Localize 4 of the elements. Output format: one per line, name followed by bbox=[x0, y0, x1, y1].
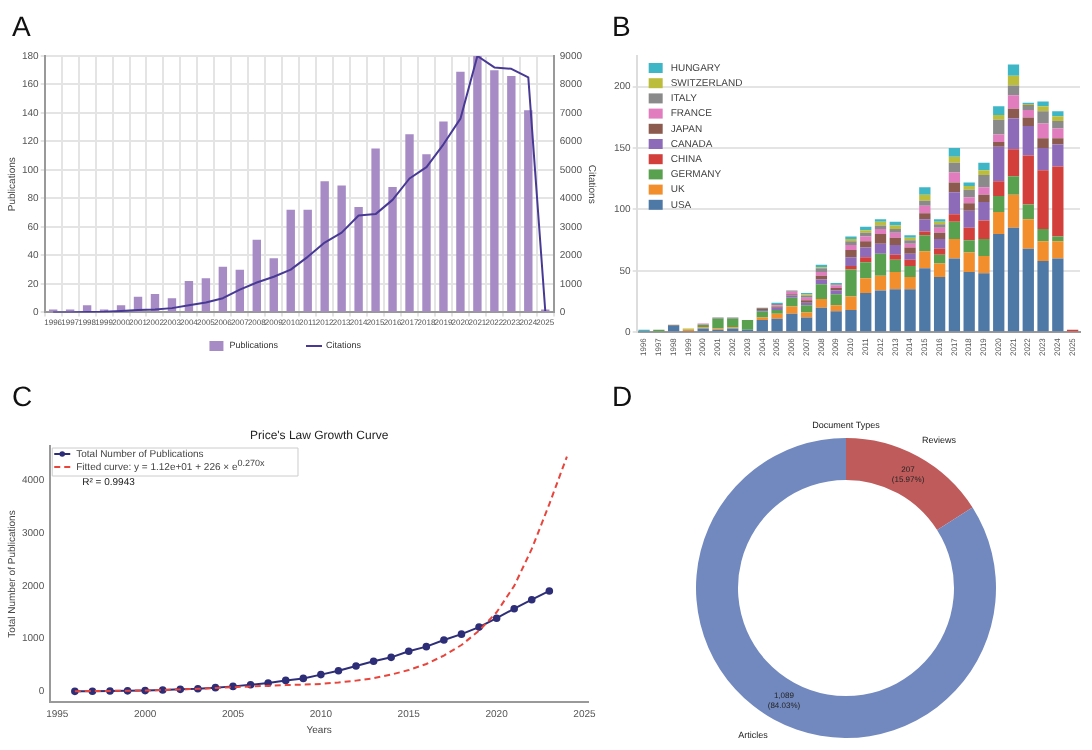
text: B bbox=[612, 9, 631, 42]
text: C bbox=[12, 379, 33, 412]
text: D bbox=[612, 379, 633, 412]
text: A bbox=[12, 9, 32, 42]
